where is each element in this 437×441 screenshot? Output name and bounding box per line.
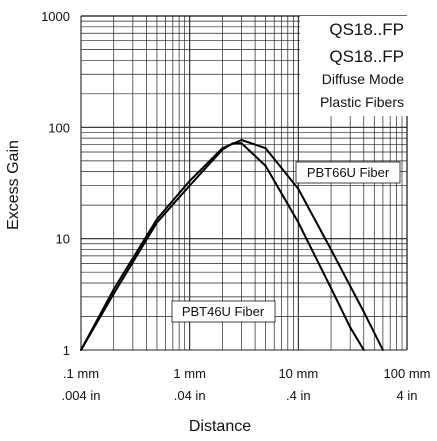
series-layer bbox=[80, 139, 384, 351]
x-tick-label-in: 4 in bbox=[397, 388, 418, 403]
tick-labels: .1 mm .004 in 1 mm .04 in 10 mm .4 in 100 mm 4 … bbox=[41, 9, 430, 403]
series-line-pbt66u bbox=[80, 139, 384, 351]
x-tick-label-in: .04 in bbox=[174, 388, 206, 403]
y-tick-label: 1 bbox=[63, 343, 70, 358]
legend-line-3: Diffuse Mode bbox=[322, 71, 404, 87]
series-line-pbt46u bbox=[80, 142, 365, 351]
series-label-pbt46u: PBT46U Fiber bbox=[171, 300, 276, 323]
x-tick-label-in: .004 in bbox=[61, 388, 100, 403]
y-tick-label: 1000 bbox=[41, 9, 70, 24]
x-tick-label-mm: 1 mm bbox=[173, 366, 206, 381]
x-tick-label-mm: .1 mm bbox=[63, 366, 99, 381]
y-tick-label: 10 bbox=[56, 232, 70, 247]
legend-line-4: Plastic Fibers bbox=[320, 94, 404, 110]
y-tick-label: 100 bbox=[48, 120, 70, 135]
series-label-pbt46u-text: PBT46U Fiber bbox=[182, 304, 265, 319]
legend-box bbox=[300, 16, 408, 116]
series-label-pbt66u-box bbox=[295, 161, 401, 184]
x-tick-label-mm: 100 mm bbox=[384, 366, 431, 381]
series-label-pbt66u: PBT66U Fiber bbox=[295, 161, 401, 184]
legend-line-1: QS18..FP bbox=[329, 20, 404, 39]
x-tick-label-mm: 10 mm bbox=[278, 366, 318, 381]
legend: QS18..FP QS18..FP Diffuse Mode Plastic F… bbox=[300, 16, 408, 116]
legend-line-2: QS18..FP bbox=[329, 47, 404, 66]
series-label-pbt46u-box bbox=[171, 300, 276, 323]
series-label-pbt66u-text: PBT66U Fiber bbox=[307, 165, 390, 180]
x-axis-title: Distance bbox=[189, 418, 251, 435]
y-axis-title: Excess Gain bbox=[5, 140, 22, 230]
x-tick-label-in: .4 in bbox=[286, 388, 311, 403]
